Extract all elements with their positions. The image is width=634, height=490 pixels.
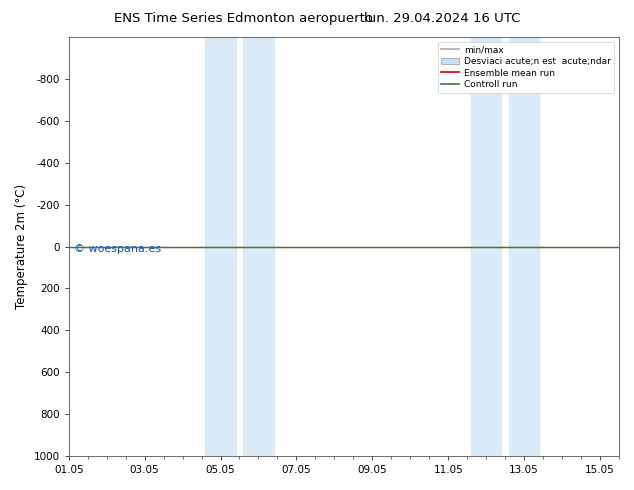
Text: ENS Time Series Edmonton aeropuerto: ENS Time Series Edmonton aeropuerto xyxy=(114,12,373,25)
Text: © woespana.es: © woespana.es xyxy=(74,245,161,254)
Y-axis label: Temperature 2m (°C): Temperature 2m (°C) xyxy=(15,184,28,309)
Bar xyxy=(471,37,501,456)
Text: lun. 29.04.2024 16 UTC: lun. 29.04.2024 16 UTC xyxy=(363,12,520,25)
Bar xyxy=(205,37,236,456)
Legend: min/max, Desviaci acute;n est  acute;ndar, Ensemble mean run, Controll run: min/max, Desviaci acute;n est acute;ndar… xyxy=(438,42,614,93)
Bar xyxy=(509,37,540,456)
Bar xyxy=(243,37,274,456)
